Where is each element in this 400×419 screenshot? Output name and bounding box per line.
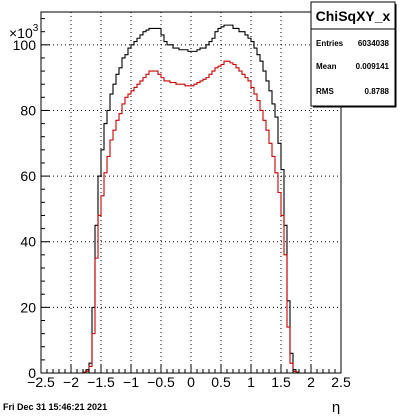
x-tick-label: −1 bbox=[123, 374, 139, 390]
stats-entries-label: Entries bbox=[316, 39, 344, 48]
y-tick-label: 0 bbox=[28, 365, 36, 381]
y-tick-label: 80 bbox=[20, 102, 36, 118]
stats-rms-value: 0.8788 bbox=[365, 87, 390, 96]
series-layer bbox=[41, 24, 341, 374]
stats-entries-value: 6034038 bbox=[358, 39, 390, 48]
stats-title: ChiSqXY_x bbox=[316, 8, 391, 24]
series-1-line bbox=[41, 60, 341, 374]
x-tick-label: −0.5 bbox=[147, 374, 175, 390]
y-exponent-power: 3 bbox=[33, 23, 39, 34]
axes: −2.5 −2 −1.5 −1 −0.5 0 0.5 1 1.5 2 2.5 0 20 40 60 80 100 bbox=[13, 11, 351, 390]
x-axis-title: η bbox=[332, 399, 340, 414]
grid bbox=[41, 12, 341, 373]
x-tick-label: 1 bbox=[247, 374, 255, 390]
x-tick-label: 2.5 bbox=[331, 374, 351, 390]
y-tick-label: 20 bbox=[20, 299, 36, 315]
stats-mean-value: 0.009141 bbox=[356, 62, 390, 71]
series-0-line bbox=[41, 24, 341, 374]
y-tick-label: 60 bbox=[20, 168, 36, 184]
x-tick-label: −2.5 bbox=[27, 374, 55, 390]
y-tick-label: 40 bbox=[20, 234, 36, 250]
x-tick-label: 0 bbox=[187, 374, 195, 390]
x-tick-label: 2 bbox=[307, 374, 315, 390]
y-tick-label: 100 bbox=[13, 37, 37, 53]
stats-rms-label: RMS bbox=[316, 87, 334, 96]
stats-mean-label: Mean bbox=[316, 62, 337, 71]
x-tick-label: 0.5 bbox=[211, 374, 231, 390]
x-tick-label: −1.5 bbox=[87, 374, 115, 390]
x-tick-label: 1.5 bbox=[271, 374, 291, 390]
timestamp: Fri Dec 31 15:46:21 2021 bbox=[3, 402, 107, 412]
x-tick-label: −2 bbox=[63, 374, 79, 390]
y-exponent-label: ×103 bbox=[9, 23, 39, 41]
stats-box: ChiSqXY_x Entries 6034038 Mean 0.009141 … bbox=[310, 1, 397, 108]
